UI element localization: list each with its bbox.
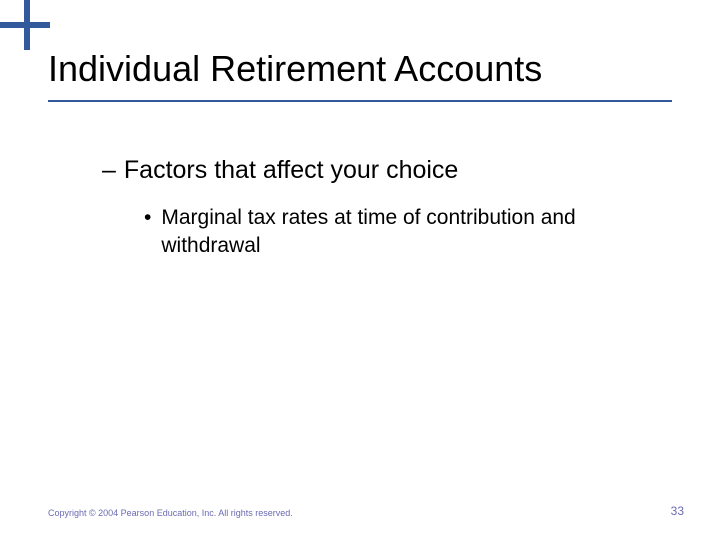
level2-marker: – [102, 155, 116, 186]
slide-content: – Factors that affect your choice • Marg… [102, 155, 660, 259]
level2-text: Factors that affect your choice [124, 155, 458, 186]
copyright-text: Copyright © 2004 Pearson Education, Inc.… [48, 508, 293, 518]
level3-text: Marginal tax rates at time of contributi… [161, 204, 581, 259]
page-number: 33 [671, 504, 684, 518]
slide-title: Individual Retirement Accounts [48, 48, 680, 90]
bullet-level-2: – Factors that affect your choice [102, 155, 660, 186]
corner-horizontal-bar [0, 22, 50, 28]
bullet-level-3: • Marginal tax rates at time of contribu… [144, 204, 660, 259]
level3-marker: • [144, 204, 151, 231]
title-underline [48, 100, 672, 102]
